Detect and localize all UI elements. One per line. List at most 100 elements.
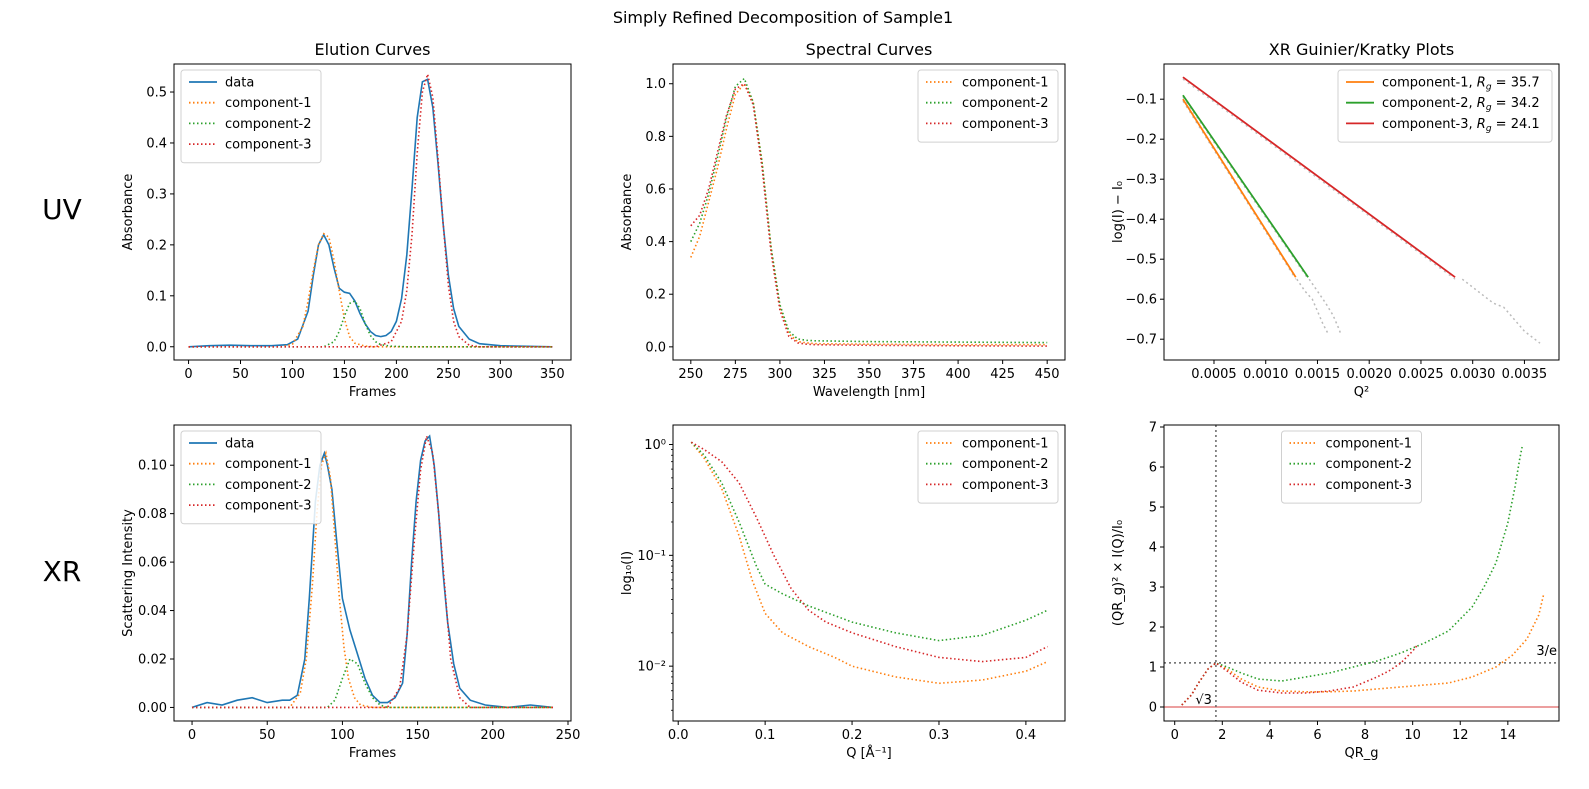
legend-uv-spectral: component-1 component-2 component-3	[917, 69, 1059, 143]
y-tick-label: 0.8	[645, 130, 666, 145]
x-tick-label: 0.0	[668, 728, 689, 743]
x-tick-label: 350	[857, 367, 882, 382]
series-component-2	[1181, 446, 1523, 706]
y-tick-label: 0.3	[146, 187, 167, 202]
x-tick-label: 0.2	[842, 728, 863, 743]
legend-box	[1281, 430, 1422, 504]
x-tick-label: 275	[723, 367, 748, 382]
panel-title: Elution Curves	[315, 40, 431, 59]
y-tick-label: 0.02	[138, 652, 167, 667]
panel-xr-spectral: 0.0 0.1 0.2 0.3 0.4 10⁻² 10⁻¹ 10⁰ Q [Å⁻¹] log₁₀(I…	[620, 424, 1066, 761]
legend-label: component-2	[962, 96, 1049, 111]
plot-area	[188, 71, 553, 348]
fit-line-component-3	[1182, 76, 1456, 278]
x-tick-label: 8	[1361, 728, 1369, 743]
legend-label: component-1	[962, 76, 1049, 91]
y-tick-label: 0.06	[138, 556, 167, 571]
guinier-points	[1308, 278, 1342, 336]
y-axis-label: (QR_g)² × I(Q)/I₀	[1111, 520, 1126, 626]
x-tick-label: 450	[1035, 367, 1060, 382]
x-tick-label: 50	[232, 367, 249, 382]
y-tick-label: 0.04	[138, 604, 167, 619]
y-tick-label: 6	[1149, 461, 1157, 476]
legend-label: component-2	[1326, 457, 1413, 472]
legend-label: component-1, Rg = 35.7	[1382, 76, 1540, 93]
x-axis-label: Q²	[1354, 385, 1369, 400]
legend-label: component-1	[225, 457, 312, 472]
figure-suptitle: Simply Refined Decomposition of Sample1	[613, 8, 953, 27]
legend-xr-kratky: component-1 component-2 component-3	[1281, 430, 1422, 504]
series-component-3	[690, 82, 1048, 347]
series-component-3	[690, 441, 1048, 663]
x-tick-label: 2	[1218, 728, 1226, 743]
y-axis-label: Scattering Intensity	[121, 509, 136, 637]
panel-title: Spectral Curves	[806, 40, 933, 59]
x-tick-label: 325	[812, 367, 837, 382]
row-label-uv: UV	[42, 193, 82, 226]
legend-label: component-3	[225, 499, 312, 514]
legend-box	[180, 430, 322, 525]
y-tick-label: 0.4	[645, 235, 666, 250]
x-tick-label: 0.0025	[1398, 367, 1444, 382]
y-tick-label: 1.0	[645, 77, 666, 92]
y-axis-label: log₁₀(I)	[620, 551, 635, 595]
legend-label: data	[225, 76, 254, 91]
series-component-2	[192, 657, 553, 709]
legend-label: component-1	[225, 96, 312, 111]
legend-box	[917, 430, 1059, 504]
series-component-2	[188, 299, 553, 348]
guinier-points	[1182, 100, 1297, 280]
panel-uv-spectral: Spectral Curves 250 275 300 325 350 375 400 425 4…	[620, 40, 1066, 400]
series-component-1	[188, 232, 553, 348]
row-label-xr: XR	[43, 555, 82, 588]
three-over-e-label: 3/e	[1536, 644, 1557, 659]
x-tick-label: 150	[405, 728, 430, 743]
x-tick-label: 12	[1452, 728, 1469, 743]
x-tick-label: 100	[330, 728, 355, 743]
x-tick-label: 0.4	[1016, 728, 1037, 743]
y-tick-label: 0.2	[645, 288, 666, 303]
x-tick-label: 425	[990, 367, 1015, 382]
fit-line-component-2	[1182, 94, 1309, 278]
rg-subscript: g	[1486, 124, 1492, 134]
x-tick-label: 300	[767, 367, 792, 382]
y-tick-label: 0.1	[146, 289, 167, 304]
legend-label: component-3	[225, 138, 312, 153]
rg-value: = 35.7	[1492, 76, 1540, 91]
x-tick-label: 250	[678, 367, 703, 382]
x-tick-label: 50	[259, 728, 276, 743]
guinier-points	[1182, 96, 1309, 280]
rg-value: = 24.1	[1492, 117, 1540, 132]
x-tick-label: 150	[332, 367, 357, 382]
plot-area	[1164, 425, 1559, 721]
y-tick-label: 0.08	[138, 507, 167, 522]
y-tick-label: −0.5	[1125, 253, 1157, 268]
y-tick-label: 10⁰	[644, 438, 666, 453]
plot-area	[690, 441, 1048, 685]
y-tick-label: 0.2	[146, 238, 167, 253]
y-tick-label: 0.0	[146, 340, 167, 355]
x-tick-label: 14	[1500, 728, 1517, 743]
y-tick-label: 0.5	[146, 86, 167, 101]
x-tick-label: 0.0005	[1191, 367, 1237, 382]
series-component-3	[1181, 644, 1419, 706]
series-data	[188, 78, 553, 348]
x-tick-label: 400	[946, 367, 971, 382]
axes-frame	[672, 424, 1066, 722]
legend-uv-elution: data component-1 component-2 component-3	[180, 69, 322, 164]
panel-uv-elution: Elution Curves 0 50 100 150 200 250 300 350 0.0 0.…	[121, 40, 572, 400]
legend-label: component-2, Rg = 34.2	[1382, 96, 1540, 113]
rg-subscript: g	[1486, 103, 1492, 113]
x-axis-label: Frames	[349, 746, 397, 761]
plot-area	[690, 77, 1048, 347]
y-tick-label: 1	[1149, 661, 1157, 676]
y-tick-label: 5	[1149, 501, 1157, 516]
x-tick-label: 0	[1171, 728, 1179, 743]
x-axis-label: Frames	[349, 385, 397, 400]
x-tick-label: 0.0035	[1502, 367, 1548, 382]
x-tick-label: 4	[1266, 728, 1274, 743]
legend-box	[180, 69, 322, 164]
guinier-points	[1182, 78, 1456, 280]
